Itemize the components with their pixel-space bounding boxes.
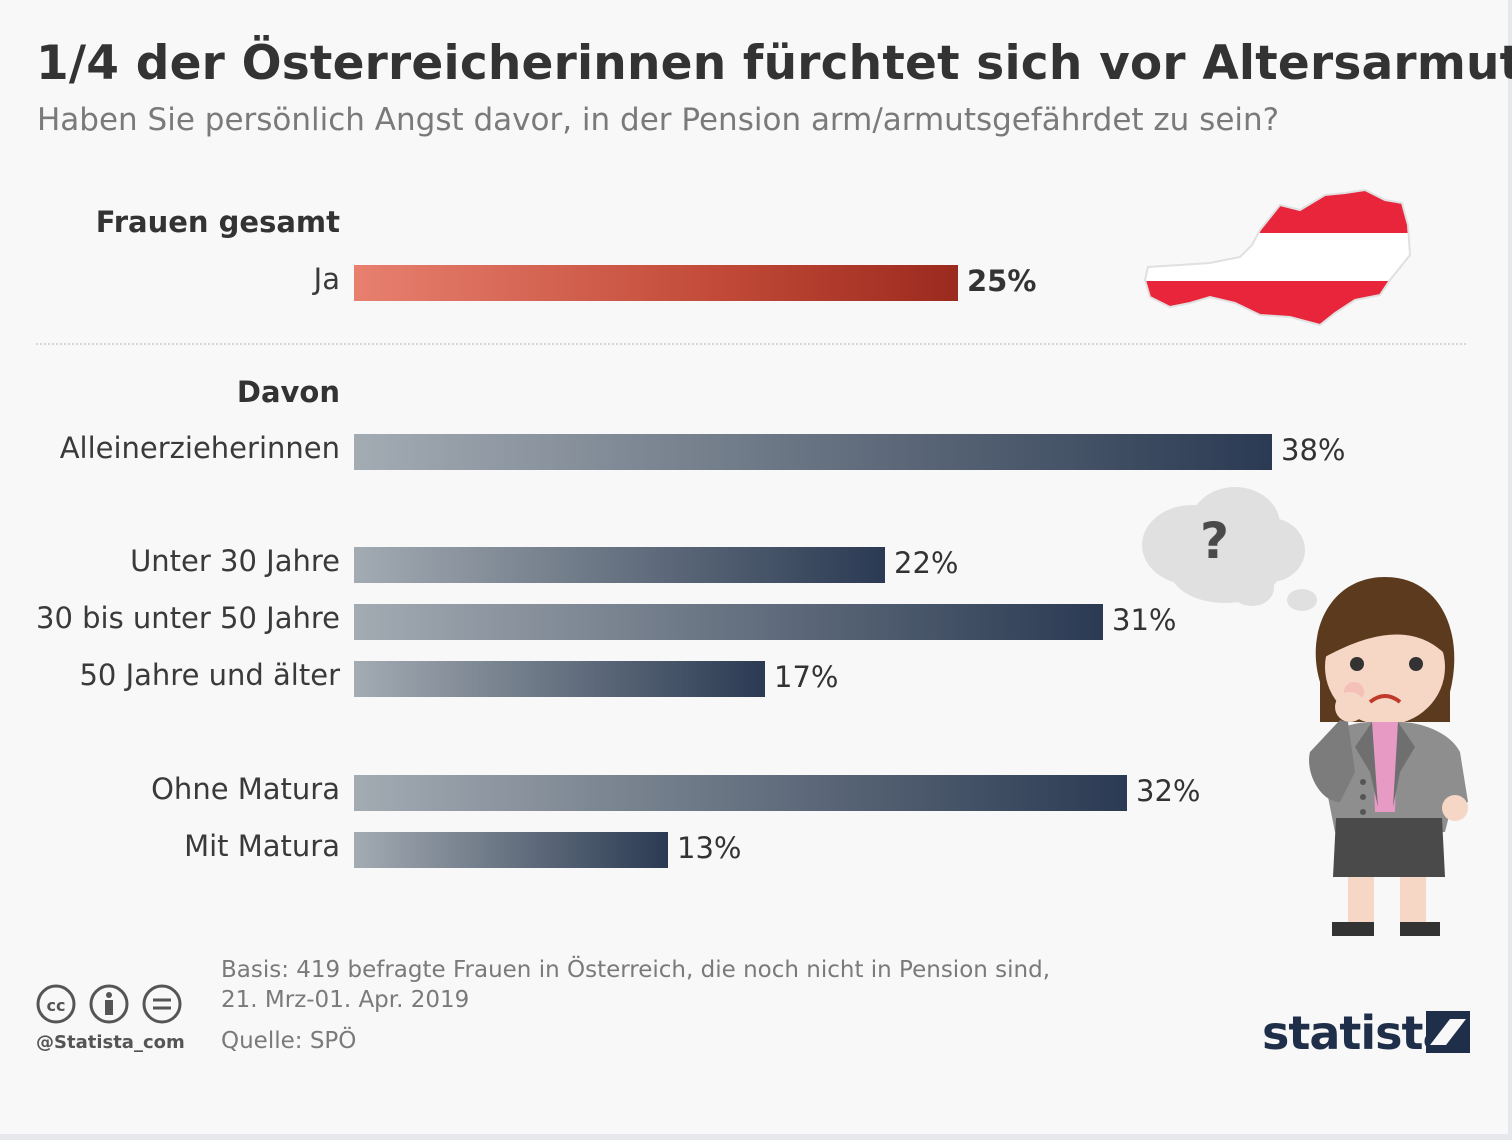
license-icons: cc — [36, 983, 186, 1029]
value-label: 22% — [894, 546, 959, 580]
worried-woman-icon — [1309, 577, 1468, 936]
statista-logo-icon — [1426, 1011, 1470, 1053]
value-label: 32% — [1136, 774, 1201, 808]
bar-ohne-matura — [354, 775, 1127, 811]
austria-flag-map-icon — [1143, 188, 1412, 327]
chart-subtitle: Haben Sie persönlich Angst davor, in der… — [37, 102, 1280, 138]
category-label: Alleinerzieherinnen — [59, 431, 340, 465]
footnote-basis-line1: Basis: 419 befragte Frauen in Österreich… — [221, 957, 1051, 983]
bar-50-und-aelter — [354, 661, 765, 697]
category-label: Unter 30 Jahre — [130, 544, 340, 578]
chart-title: 1/4 der Österreicherinnen fürchtet sich … — [36, 36, 1512, 91]
cc-icon: cc — [36, 984, 76, 1024]
by-icon — [89, 984, 129, 1024]
value-label: 25% — [967, 264, 1037, 298]
svg-text:cc: cc — [47, 996, 66, 1015]
nd-icon — [142, 984, 182, 1024]
footnote-basis-line2: 21. Mrz-01. Apr. 2019 — [221, 987, 470, 1013]
footnote-source: Quelle: SPÖ — [221, 1028, 357, 1054]
bar-alleinerzieherinnen — [354, 434, 1272, 470]
group-heading-frauen-gesamt: Frauen gesamt — [95, 205, 340, 239]
category-label: Ohne Matura — [151, 772, 340, 806]
value-label: 17% — [774, 660, 839, 694]
category-label: 30 bis unter 50 Jahre — [36, 601, 340, 635]
question-mark: ? — [1200, 512, 1230, 570]
bar-mit-matura — [354, 832, 668, 868]
value-label: 31% — [1112, 603, 1177, 637]
category-label: 50 Jahre und älter — [79, 658, 340, 692]
bar-ja — [354, 265, 958, 301]
statista-logo-text: statista — [1262, 1006, 1454, 1060]
value-label: 38% — [1281, 433, 1346, 467]
bar-unter-30 — [354, 547, 885, 583]
section-divider — [36, 343, 1466, 345]
category-label: Mit Matura — [184, 829, 340, 863]
category-label: Ja — [313, 262, 340, 296]
bar-30-bis-50 — [354, 604, 1103, 640]
statista-handle: @Statista_com — [36, 1032, 185, 1053]
group-heading-davon: Davon — [236, 375, 340, 409]
value-label: 13% — [677, 831, 742, 865]
thought-bubble-icon — [1142, 487, 1317, 611]
